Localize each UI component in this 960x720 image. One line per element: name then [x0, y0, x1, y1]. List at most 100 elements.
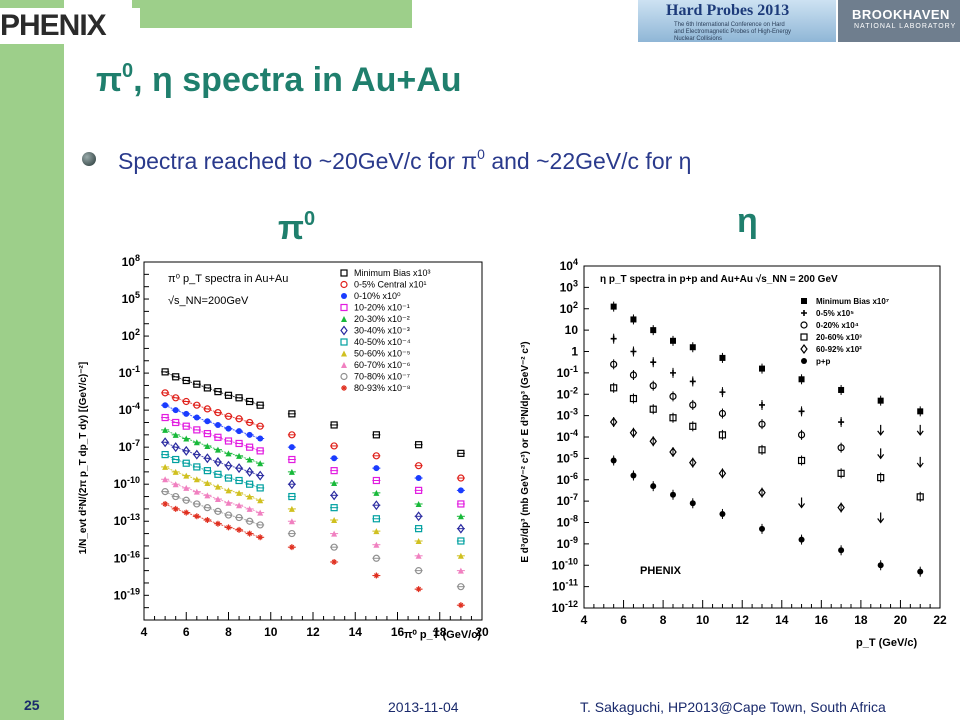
- series-fit-line: [164, 371, 261, 406]
- y-tick-label: 10-7: [557, 492, 578, 508]
- y-tick-label: 10-8: [557, 514, 578, 530]
- data-point: [650, 483, 657, 490]
- data-point: [759, 365, 765, 372]
- data-point: [415, 475, 422, 482]
- data-point: [162, 426, 169, 433]
- data-point: [162, 402, 169, 409]
- data-point: [372, 554, 380, 562]
- data-point: [877, 562, 884, 569]
- chart-title: η p_T spectra in p+p and Au+Au √s_NN = 2…: [600, 274, 838, 285]
- data-point: [214, 496, 221, 503]
- data-point: [877, 397, 884, 404]
- y-tick-label: 10-11: [552, 578, 578, 594]
- pi0-label-pi: π: [278, 209, 305, 247]
- data-point: [457, 513, 464, 520]
- data-point: [797, 431, 806, 439]
- data-point: [193, 449, 201, 460]
- series-fit-line: [164, 466, 261, 501]
- data-point: [256, 521, 264, 529]
- data-point: [246, 530, 253, 537]
- data-point: [236, 526, 243, 533]
- data-point: [224, 391, 233, 399]
- data-point: [246, 505, 253, 512]
- data-point: [193, 500, 201, 508]
- y-tick-label: 10-3: [557, 407, 578, 423]
- legend-label: 10-20% x10⁻¹: [354, 303, 410, 313]
- legend-label: p+p: [816, 357, 831, 366]
- data-point: [172, 418, 180, 427]
- data-point: [917, 568, 924, 575]
- data-point: [288, 505, 295, 512]
- x-tick-label: 22: [933, 613, 947, 627]
- legend-label: 50-60% x10⁻⁵: [354, 349, 411, 359]
- data-point: [373, 541, 380, 548]
- data-point: [719, 389, 726, 396]
- y-tick-label: 10-10: [114, 475, 140, 491]
- x-tick-label: 20: [894, 613, 908, 627]
- data-point: [837, 502, 845, 513]
- data-point: [758, 446, 766, 454]
- data-point: [457, 537, 465, 545]
- data-point: [183, 509, 190, 516]
- legend-label: 60-92% x10²: [816, 345, 862, 354]
- data-point: [650, 359, 657, 366]
- data-point: [630, 316, 637, 323]
- x-tick-label: 14: [775, 613, 789, 627]
- data-point: [245, 466, 254, 477]
- x-tick-label: 4: [141, 625, 148, 639]
- data-point: [161, 437, 169, 448]
- bullet-part-b: and ~22GeV/c for η: [484, 148, 692, 174]
- brookhaven-logo-title: BROOKHAVEN: [852, 7, 950, 22]
- data-point: [288, 444, 295, 451]
- data-point: [630, 472, 637, 479]
- y-tick-label: 10: [565, 323, 579, 337]
- data-point: [650, 327, 657, 334]
- data-point: [214, 483, 221, 490]
- data-point: [415, 486, 423, 494]
- y-tick-label: 10-16: [114, 549, 140, 565]
- data-point: [214, 421, 221, 428]
- data-point: [214, 388, 222, 396]
- data-point: [162, 463, 169, 470]
- data-point: [224, 474, 233, 482]
- legend-marker: [801, 358, 807, 364]
- data-point: [257, 509, 264, 516]
- data-point: [759, 401, 765, 408]
- title-pi: π: [96, 61, 123, 99]
- data-point: [193, 476, 200, 483]
- legend-marker: [340, 372, 348, 381]
- y-tick-label: 10-1: [557, 364, 578, 380]
- pi0-spectra-chart: 4 6 8 10 12 14 16 18 20 108 105 102 10-1 10-4 10-7 10-1…: [72, 252, 494, 650]
- data-point: [182, 445, 190, 456]
- data-point: [182, 376, 190, 385]
- data-point: [917, 408, 924, 415]
- legend-label: 20-30% x10⁻²: [354, 314, 410, 324]
- series-fit-line: [164, 478, 261, 514]
- x-tick-label: 10: [264, 625, 278, 639]
- data-point: [225, 487, 232, 494]
- x-tick-label: 4: [581, 613, 588, 627]
- data-point: [246, 480, 254, 488]
- x-axis-title: π⁰ p_T (GeV/c): [404, 629, 481, 641]
- data-point: [415, 586, 422, 593]
- left-accent-bar: [0, 0, 64, 720]
- data-point: [203, 504, 211, 512]
- legend-marker: [341, 385, 347, 391]
- series-fit-line: [164, 454, 261, 489]
- legend-marker: [800, 344, 808, 354]
- upper-limit-arrow: [916, 424, 924, 436]
- data-point: [246, 397, 254, 406]
- data-point: [689, 401, 697, 409]
- legend-marker: [341, 350, 347, 357]
- data-point: [203, 384, 211, 392]
- y-axis-title: 1/N_evt d²N/(2π p_T dp_T dy) [(GeV/c)⁻²]: [78, 362, 89, 554]
- data-point: [193, 426, 201, 434]
- y-tick-label: 10-4: [119, 401, 140, 417]
- data-point: [372, 431, 380, 439]
- data-point: [629, 394, 638, 403]
- series-fit-line: [164, 392, 261, 427]
- data-point: [689, 344, 696, 351]
- data-point: [610, 303, 617, 310]
- y-axis-title: E d³σ/dp³ (mb GeV⁻² c³) or E d³N/dp³ (Ge…: [520, 341, 531, 562]
- data-point: [162, 500, 169, 507]
